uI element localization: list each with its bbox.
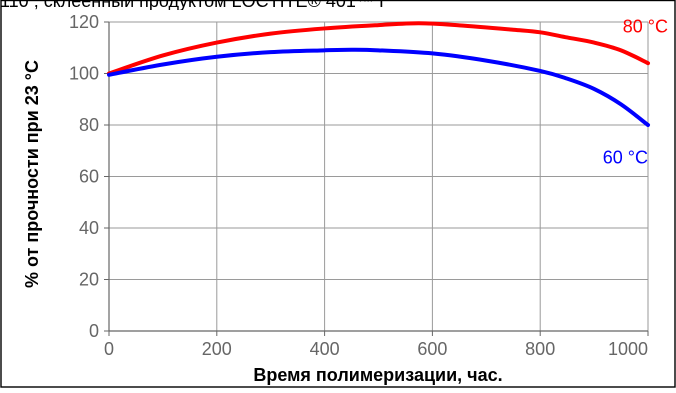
series-line-1: [107, 47, 650, 127]
y-tick-label-0: 0: [89, 321, 99, 341]
label-layer: 0 200 400 600 800 1000 0 20 40 60 80 100 120 80 °C 60 …: [69, 12, 668, 359]
x-tick-label-0: 0: [104, 339, 114, 359]
y-axis-label: % от прочности при 23 °C: [22, 60, 42, 288]
top-caption: 110 , склеенный продуктом LOCTITE® 401™ …: [0, 0, 384, 10]
y-tick-label-40: 40: [79, 218, 99, 238]
x-tick-label-600: 600: [417, 339, 447, 359]
y-tick-label-100: 100: [69, 64, 99, 84]
x-tick-label-1000: 1000: [608, 339, 648, 359]
series-label-60c: 60 °C: [603, 148, 648, 168]
x-axis-label: Время полимеризации, час.: [253, 365, 502, 385]
series-layer: [107, 21, 650, 127]
y-tick-label-80: 80: [79, 115, 99, 135]
x-tick-label-400: 400: [310, 339, 340, 359]
series-line-0: [107, 21, 650, 76]
grid-layer: [108, 21, 649, 332]
x-tick-label-200: 200: [202, 339, 232, 359]
y-tick-label-20: 20: [79, 270, 99, 290]
y-tick-label-60: 60: [79, 167, 99, 187]
x-tick-label-800: 800: [525, 339, 555, 359]
y-tick-label-120: 120: [69, 12, 99, 32]
series-label-80c: 80 °C: [623, 16, 668, 36]
